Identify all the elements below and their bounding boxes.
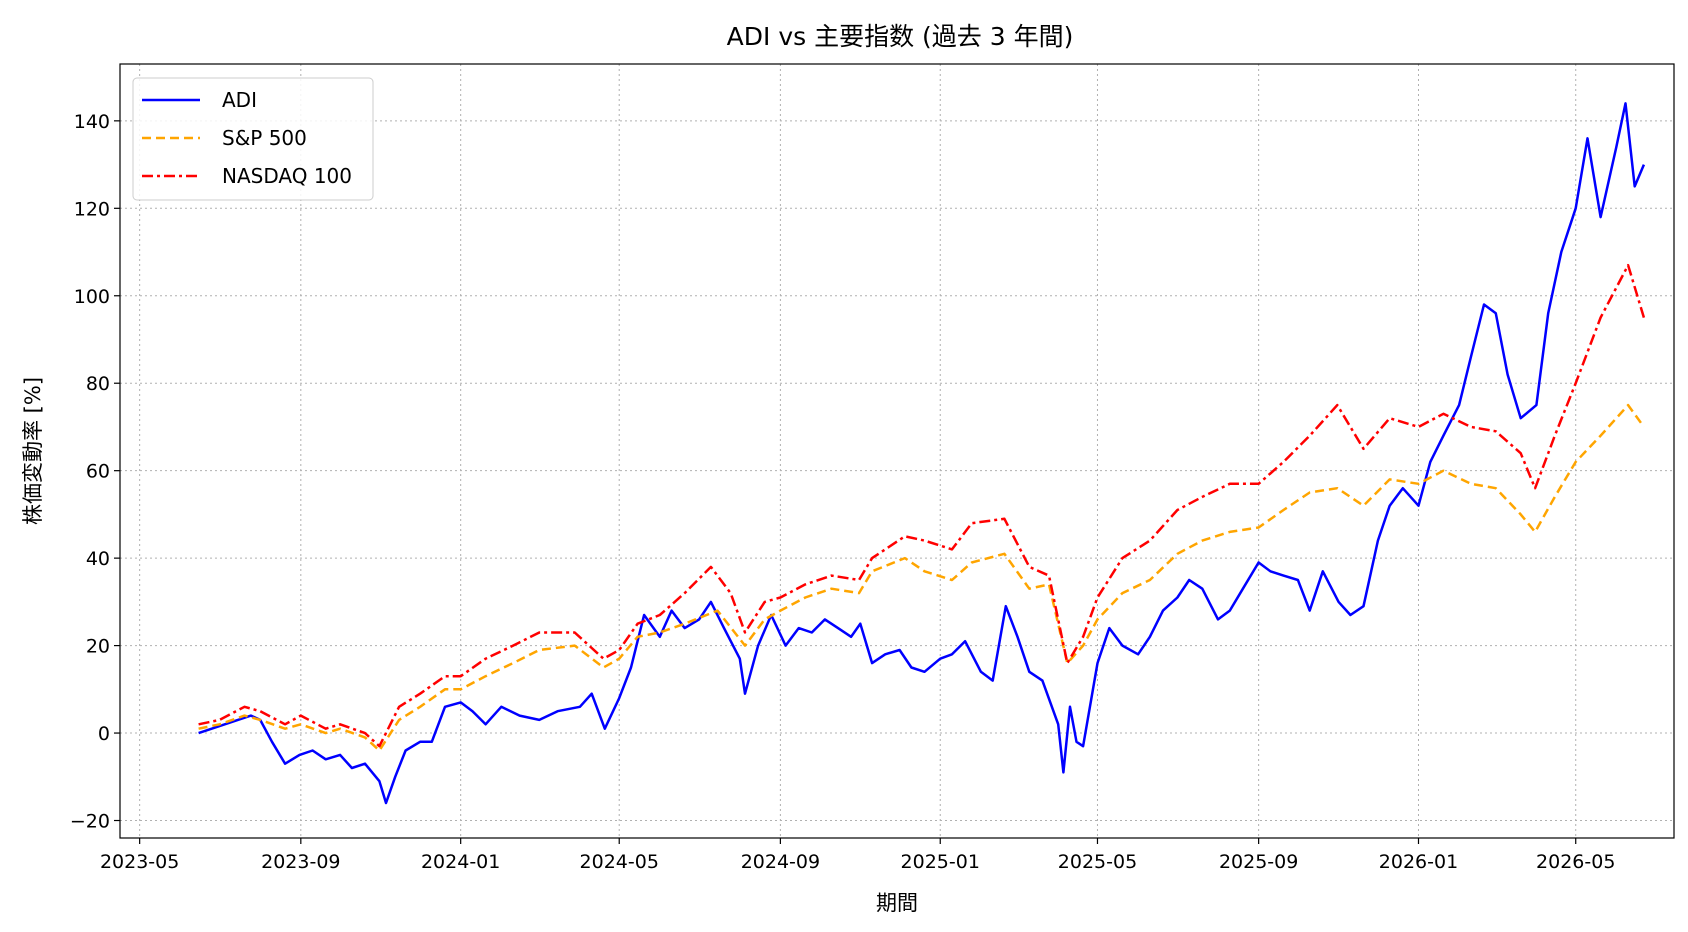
legend-box xyxy=(132,77,374,201)
legend: ADI S&P 500 NASDAQ 100 xyxy=(132,77,374,201)
x-tick-label: 2024-05 xyxy=(580,851,659,873)
x-tick-label: 2026-01 xyxy=(1379,851,1458,873)
grid-layer xyxy=(120,64,1674,838)
x-tick-label: 2025-01 xyxy=(901,851,980,873)
y-tick-label: 20 xyxy=(86,636,110,658)
series-line-0 xyxy=(198,102,1646,805)
legend-label: ADI xyxy=(222,88,257,112)
y-axis: −20 0 20 40 60 80 100 120 140 xyxy=(70,111,120,833)
y-tick-label: 120 xyxy=(74,198,110,220)
x-axis-label: 期間 xyxy=(876,891,918,915)
legend-label: NASDAQ 100 xyxy=(222,164,352,188)
x-tick-label: 2023-05 xyxy=(100,851,179,873)
y-tick-label: 100 xyxy=(74,286,110,308)
y-tick-label: 80 xyxy=(86,373,110,395)
x-tick-label: 2026-05 xyxy=(1536,851,1615,873)
x-tick-label: 2025-05 xyxy=(1058,851,1137,873)
legend-label: S&P 500 xyxy=(222,126,307,150)
y-tick-label: 40 xyxy=(86,548,110,570)
plot-area-frame xyxy=(119,63,1675,839)
series-line-1 xyxy=(198,403,1645,752)
chart-title: ADI vs 主要指数 (過去 3 年間) xyxy=(727,22,1074,51)
x-tick-label: 2023-09 xyxy=(261,851,340,873)
y-tick-label: 140 xyxy=(74,111,110,133)
x-tick-label: 2025-09 xyxy=(1219,851,1298,873)
x-axis: 2023-05 2023-09 2024-01 2024-05 2024-09 2025-… xyxy=(100,838,1615,873)
y-tick-label: −20 xyxy=(70,811,110,833)
series-line-2 xyxy=(198,263,1646,748)
y-axis-label: 株価変動率 [%] xyxy=(21,377,45,525)
y-tick-label: 60 xyxy=(86,461,110,483)
x-tick-label: 2024-01 xyxy=(421,851,500,873)
y-tick-label: 0 xyxy=(98,723,110,745)
x-tick-label: 2024-09 xyxy=(741,851,820,873)
series-layer xyxy=(198,102,1646,805)
